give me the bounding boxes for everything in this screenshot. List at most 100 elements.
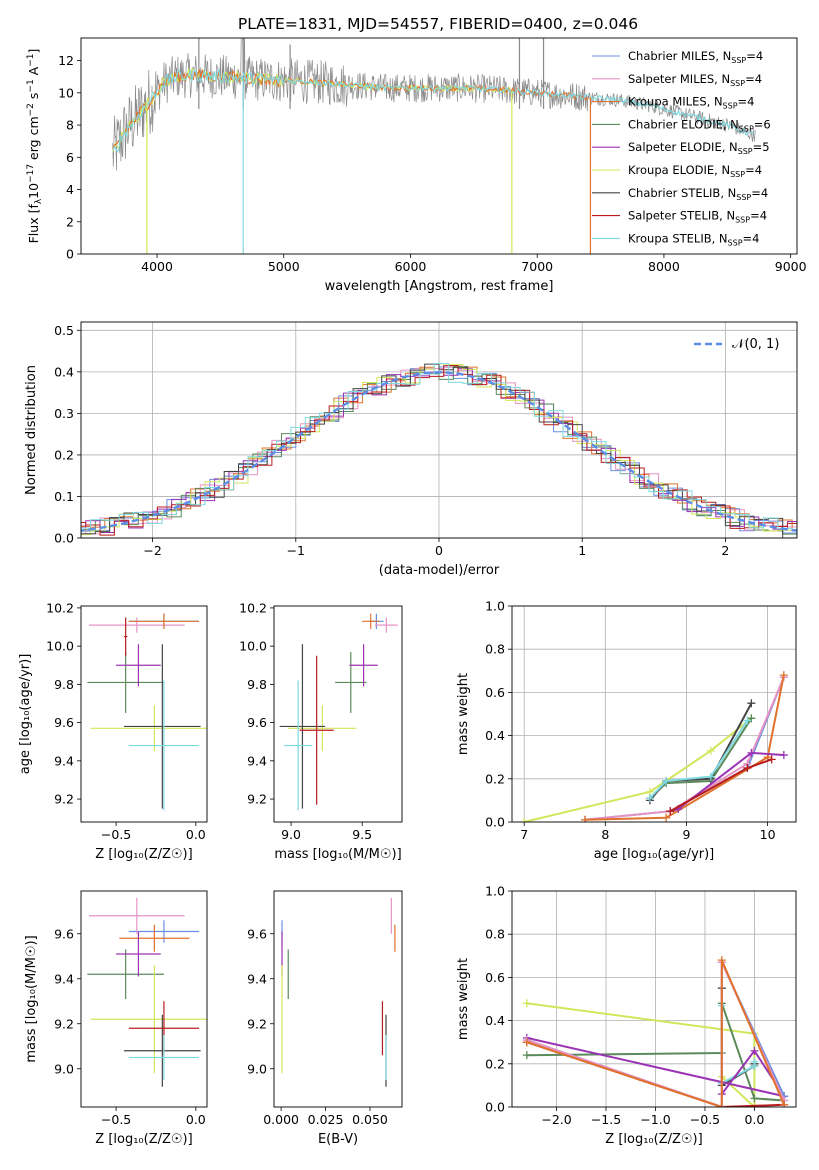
x-tick-label: 0.0 xyxy=(186,827,206,842)
mass-weight-marker xyxy=(706,746,715,755)
y-axis-label: age [log₁₀(age/yr)] xyxy=(18,654,33,775)
legend-entry: Chabrier ELODIE, NSSP=6 xyxy=(628,117,771,133)
x-tick-label: 9 xyxy=(682,827,690,842)
legend-entry: Chabrier STELIB, NSSP=4 xyxy=(628,186,768,202)
y-tick-label: 8 xyxy=(66,118,74,133)
y-axis-label: mass weight xyxy=(456,958,471,1040)
x-tick-label: 10 xyxy=(760,827,776,842)
x-axis-label: wavelength [Angstrom, rest frame] xyxy=(325,279,554,294)
y-tick-label: 0.1 xyxy=(54,489,74,504)
legend-entry: Salpeter MILES, NSSP=4 xyxy=(628,72,762,88)
x-tick-label: −0.5 xyxy=(101,1112,131,1127)
mass-weight-line xyxy=(523,717,753,822)
x-tick-label: 7000 xyxy=(521,259,553,274)
x-tick-label: 9.0 xyxy=(281,827,301,842)
normal-curve xyxy=(81,371,797,532)
y-tick-label: 10 xyxy=(58,85,74,100)
y-tick-label: 9.4 xyxy=(54,753,74,768)
y-tick-label: 0.4 xyxy=(54,364,74,379)
mass-weight-line xyxy=(526,1002,756,1107)
y-tick-label: 0.2 xyxy=(485,771,505,786)
residuals-panel: −2 −1 0 1 2 0.0 0.1 0.2 0.3 0.4 0.5 (data-model)/er… xyxy=(24,321,798,578)
mass-weight-marker xyxy=(767,755,776,764)
mass-vs-ebv-panel: 0.000 0.025 0.050 9.0 9.2 9.4 9.6 E(B-V) xyxy=(247,890,403,1147)
y-tick-label: 10.2 xyxy=(46,600,74,615)
legend-entry: Salpeter ELODIE, NSSP=5 xyxy=(628,140,770,156)
x-tick-label: 6000 xyxy=(395,259,427,274)
mass-weight-line xyxy=(649,719,749,799)
legend-entry: Kroupa ELODIE, NSSP=4 xyxy=(628,163,762,179)
x-tick-label: 5000 xyxy=(268,259,300,274)
mass-weight-marker xyxy=(662,776,671,785)
mass-weight-marker xyxy=(522,1038,531,1047)
mass-vs-z-panel: −0.5 0.0 9.0 9.2 9.4 9.6 Z [log₁₀(Z/Z☉)] mass [… xyxy=(24,890,208,1147)
mass-weight-marker xyxy=(750,1046,759,1055)
y-tick-label: 0.0 xyxy=(485,1100,505,1115)
y-tick-label: 9.8 xyxy=(54,677,74,692)
x-tick-label: −1.0 xyxy=(640,1112,670,1127)
y-axis-label: mass weight xyxy=(456,673,471,755)
y-tick-label: 1.0 xyxy=(485,884,505,899)
axes-frame xyxy=(273,605,403,823)
age-vs-mass-panel: 9.0 9.5 9.2 9.4 9.6 9.8 10.0 10.2 mass [log₁₀(M/… xyxy=(239,600,403,862)
mass-weight-marker xyxy=(522,1051,531,1060)
y-tick-label: 9.6 xyxy=(247,715,267,730)
x-tick-label: 0.0 xyxy=(744,1112,764,1127)
axes-frame xyxy=(80,37,798,255)
legend-entry: Kroupa STELIB, NSSP=4 xyxy=(628,231,759,247)
legend-entry: Kroupa MILES, NSSP=4 xyxy=(628,95,754,111)
y-tick-label: 10.0 xyxy=(46,639,74,654)
x-tick-label: −1.5 xyxy=(591,1112,621,1127)
y-tick-label: 9.0 xyxy=(54,1061,74,1076)
x-tick-label: −2.0 xyxy=(541,1112,571,1127)
x-axis-label: (data-model)/error xyxy=(379,563,500,578)
x-tick-label: −1 xyxy=(287,543,305,558)
x-axis-label: Z [log₁₀(Z/Z☉)] xyxy=(605,1132,702,1147)
residual-histogram xyxy=(81,363,797,538)
y-tick-label: 2 xyxy=(66,214,74,229)
mass-weight-marker xyxy=(750,1057,759,1066)
massweight-vs-z-panel: −2.0 −1.5 −1.0 −0.5 0.0 0.0 0.2 0.4 0.6 0.8 1.0 Z [… xyxy=(456,884,797,1147)
x-tick-label: 0.000 xyxy=(263,1112,299,1127)
mass-weight-marker xyxy=(750,1103,759,1107)
mass-weight-marker xyxy=(750,1094,759,1103)
axes-frame xyxy=(511,605,797,823)
y-tick-label: 0.8 xyxy=(485,642,505,657)
y-tick-label: 4 xyxy=(66,182,74,197)
y-tick-label: 9.2 xyxy=(54,792,74,807)
mass-weight-line xyxy=(584,674,785,821)
mass-weight-line xyxy=(649,702,753,802)
mass-weight-marker xyxy=(747,748,756,757)
y-axis-label: mass [log₁₀(M/M☉)] xyxy=(24,935,39,1062)
y-tick-label: 1.0 xyxy=(485,599,505,614)
mass-weight-marker xyxy=(743,764,752,772)
mass-weight-marker xyxy=(743,716,752,725)
mass-weight-marker xyxy=(581,815,590,822)
x-axis-label: age [log₁₀(age/yr)] xyxy=(594,847,715,862)
x-tick-label: −0.5 xyxy=(101,827,131,842)
x-tick-label: 0.025 xyxy=(308,1112,344,1127)
x-axis-label: mass [log₁₀(M/M☉)] xyxy=(274,847,401,862)
y-tick-label: 0.8 xyxy=(485,927,505,942)
spectrum-panel: 4000 5000 6000 7000 8000 9000 0 2 4 6 8 10 12 wavelen… xyxy=(26,37,807,294)
y-tick-label: 0.0 xyxy=(54,531,74,546)
y-tick-label: 0.5 xyxy=(54,323,74,338)
x-tick-label: 1 xyxy=(578,543,586,558)
axes-frame xyxy=(511,890,797,1108)
x-tick-label: 0.0 xyxy=(186,1112,206,1127)
x-axis-label: Z [log₁₀(Z/Z☉)] xyxy=(95,1132,192,1147)
mass-weight-line xyxy=(584,676,785,821)
x-tick-label: 9.5 xyxy=(352,827,372,842)
figure-title: PLATE=1831, MJD=54557, FIBERID=0400, z=0… xyxy=(238,15,638,33)
axes-frame xyxy=(80,605,208,823)
x-tick-label: 0.050 xyxy=(352,1112,388,1127)
y-tick-label: 0.2 xyxy=(54,447,74,462)
age-vs-z-panel: −0.5 0.0 9.2 9.4 9.6 9.8 10.0 10.2 Z [log₁₀(Z/Z☉… xyxy=(18,600,208,862)
y-tick-label: 9.4 xyxy=(247,753,267,768)
y-tick-label: 10.2 xyxy=(239,600,267,615)
x-tick-label: 8 xyxy=(601,827,609,842)
y-tick-label: 9.0 xyxy=(247,1061,267,1076)
y-tick-label: 0.6 xyxy=(485,685,505,700)
x-tick-label: 4000 xyxy=(141,259,173,274)
mass-weight-marker xyxy=(780,1100,789,1107)
